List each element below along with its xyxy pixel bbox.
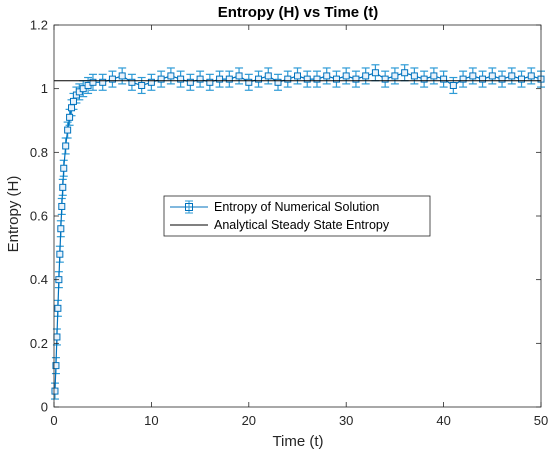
data-point <box>99 78 107 86</box>
data-point <box>459 75 467 83</box>
data-point <box>508 72 516 80</box>
data-point <box>440 75 448 83</box>
x-tick-label: 10 <box>144 413 158 428</box>
legend-square-marker <box>185 203 193 211</box>
y-tick-label: 1 <box>41 81 48 96</box>
data-point <box>60 164 68 172</box>
data-point <box>66 113 74 121</box>
data-point <box>147 78 155 86</box>
data-point <box>69 97 77 105</box>
data-point <box>52 362 60 370</box>
data-point <box>89 78 97 86</box>
data-point <box>57 225 65 233</box>
data-point <box>138 81 146 89</box>
chart-title: Entropy (H) vs Time (t) <box>218 4 379 21</box>
data-point <box>294 72 301 80</box>
legend-label-numerical: Entropy of Numerical Solution <box>214 200 379 214</box>
legend: Entropy of Numerical Solution Analytical… <box>163 195 431 237</box>
data-point <box>518 75 526 83</box>
data-point <box>498 75 506 83</box>
data-point <box>527 72 535 80</box>
data-point <box>420 75 428 83</box>
y-tick-label: 0 <box>41 400 48 415</box>
data-point <box>58 202 66 210</box>
legend-label-analytical: Analytical Steady State Entropy <box>214 218 390 232</box>
data-point <box>59 183 67 191</box>
data-point <box>371 69 379 77</box>
data-point <box>284 75 292 83</box>
x-tick-label: 50 <box>534 413 548 428</box>
data-point <box>313 75 321 83</box>
data-point <box>410 72 418 80</box>
data-point <box>51 387 59 395</box>
axes-layer: 0 10 20 30 40 50 0 0.2 0.4 0.6 0.8 1 1.2 <box>30 18 548 429</box>
y-tick-label: 1.2 <box>30 18 48 33</box>
y-tick-label: 0.6 <box>30 209 48 224</box>
data-point <box>64 126 72 134</box>
x-tick-label: 30 <box>339 413 353 428</box>
x-axis-title: Time (t) <box>272 433 323 450</box>
data-point <box>264 72 272 80</box>
data-point <box>177 75 185 83</box>
data-point <box>430 72 438 80</box>
data-point <box>206 78 214 86</box>
data-point <box>332 75 340 83</box>
data-point <box>225 75 233 83</box>
data-point <box>245 78 253 86</box>
data-point <box>235 72 243 80</box>
data-point <box>469 72 477 80</box>
data-point <box>118 72 126 80</box>
data-point <box>53 333 61 341</box>
y-tick-label: 0.8 <box>30 145 48 160</box>
data-point <box>303 75 311 83</box>
data-point <box>449 81 457 89</box>
data-point <box>196 75 204 83</box>
x-tick-label: 40 <box>436 413 450 428</box>
x-tick-label: 0 <box>50 413 57 428</box>
data-point <box>391 72 399 80</box>
y-tick-label: 0.2 <box>30 336 48 351</box>
data-point <box>352 75 360 83</box>
data-point <box>381 75 389 83</box>
data-point <box>157 75 165 83</box>
data-point <box>323 72 331 80</box>
data-point <box>54 304 62 312</box>
data-point <box>108 75 116 83</box>
legend-box <box>163 195 431 237</box>
y-tick-label: 0.4 <box>30 272 48 287</box>
data-point <box>362 72 370 80</box>
y-axis-title: Entropy (H) <box>5 176 22 253</box>
x-tick-label: 20 <box>242 413 256 428</box>
data-point <box>488 72 496 80</box>
data-point <box>216 75 224 83</box>
data-point <box>479 75 487 83</box>
data-point <box>401 69 409 77</box>
data-point <box>342 72 350 80</box>
data-point <box>56 250 64 258</box>
series-layer <box>51 69 545 395</box>
data-point <box>128 78 136 86</box>
data-point <box>62 142 70 150</box>
data-point <box>255 75 263 83</box>
data-point <box>68 104 76 112</box>
data-point <box>186 78 194 86</box>
data-point <box>167 72 175 80</box>
data-point <box>274 78 282 86</box>
